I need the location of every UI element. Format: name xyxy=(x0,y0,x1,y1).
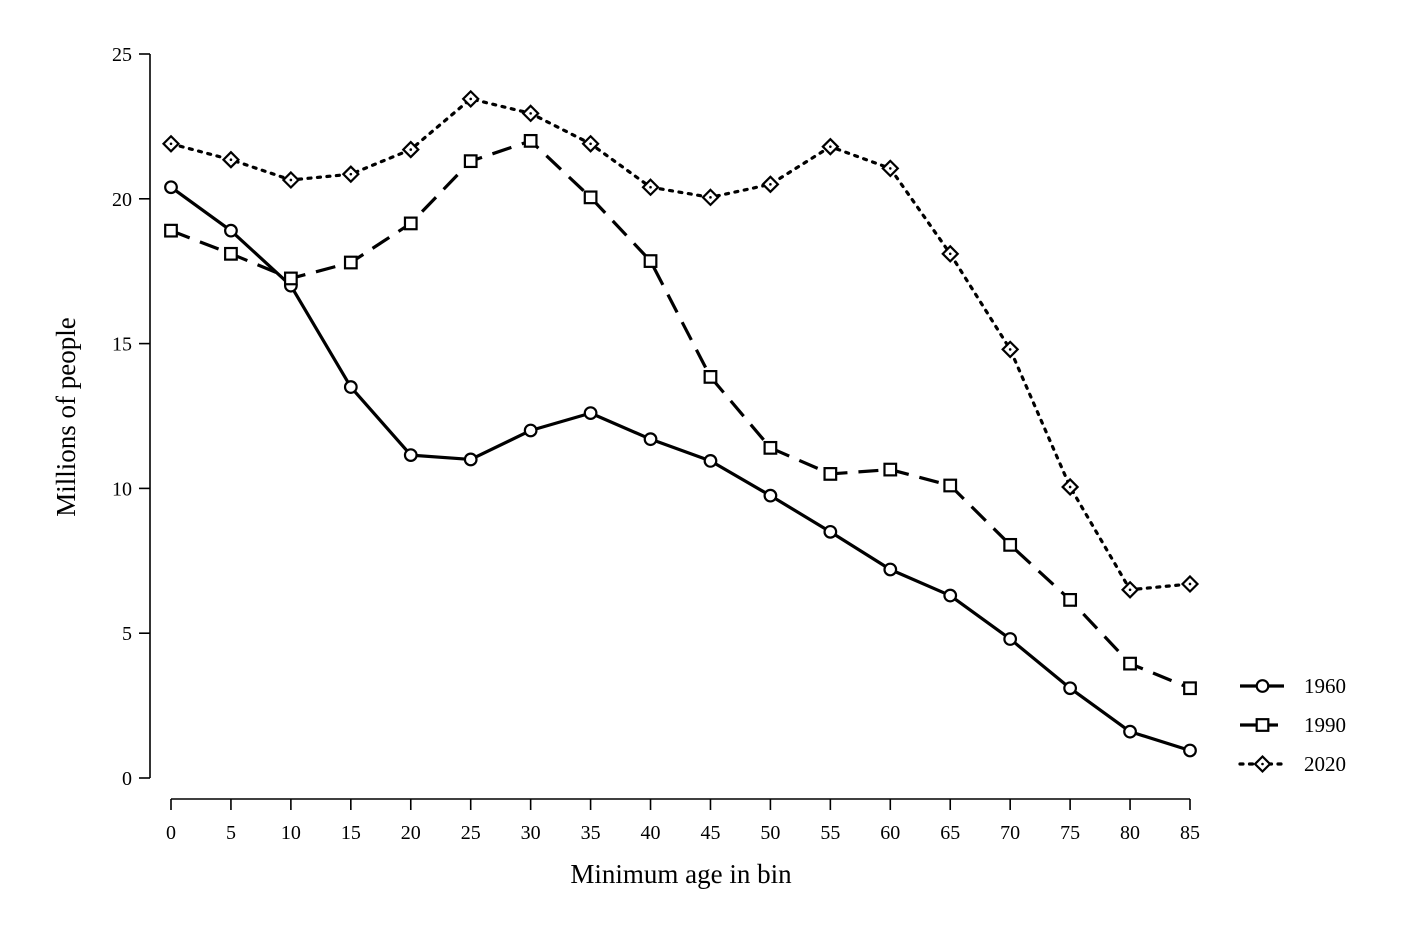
legend-label: 1960 xyxy=(1304,674,1346,698)
data-point-2020-center xyxy=(649,185,652,189)
series-line-1960 xyxy=(170,185,1191,753)
data-point-1990 xyxy=(164,223,178,238)
x-tick-label: 40 xyxy=(641,822,661,844)
x-tick-label: 55 xyxy=(820,822,840,844)
data-point-1960 xyxy=(523,423,538,438)
y-tick-label: 5 xyxy=(122,623,132,645)
data-point-2020-center xyxy=(1008,348,1012,351)
series-layer xyxy=(161,89,1200,758)
data-point-1990 xyxy=(463,154,478,169)
data-point-1990 xyxy=(583,190,598,205)
data-point-1960 xyxy=(1183,743,1197,758)
data-point-1990 xyxy=(523,133,538,148)
data-point-2020-center xyxy=(469,97,473,101)
x-axis: 0 5 10 15 20 25 30 35 40 45 50 55 60 65 70 75 80 85 xyxy=(166,798,1200,844)
data-point-1960 xyxy=(463,452,478,467)
data-point-1990 xyxy=(943,478,958,493)
x-tick-label: 75 xyxy=(1060,822,1080,844)
x-tick-label: 5 xyxy=(226,822,236,844)
y-axis-title: Millions of people xyxy=(51,317,81,516)
data-point-2020-center xyxy=(229,158,233,162)
x-tick-label: 10 xyxy=(281,822,301,844)
legend: 1960 1990 2020 xyxy=(1238,674,1346,776)
data-point-1960 xyxy=(164,180,178,195)
data-point-2020-center xyxy=(169,142,173,146)
legend-label: 1990 xyxy=(1304,713,1346,737)
y-tick-label: 20 xyxy=(112,189,132,211)
data-point-1990 xyxy=(283,271,298,286)
x-tick-label: 70 xyxy=(1000,822,1020,844)
data-point-1960 xyxy=(1123,724,1137,739)
x-axis-title: Minimum age in bin xyxy=(570,859,792,889)
series-line-2020 xyxy=(169,97,1192,592)
data-point-1960 xyxy=(343,380,358,394)
data-point-1990 xyxy=(1123,656,1137,671)
y-tick-label: 10 xyxy=(112,478,132,500)
x-tick-label: 30 xyxy=(521,822,541,844)
legend-marker xyxy=(1255,679,1270,693)
data-point-1960 xyxy=(1003,632,1018,646)
data-point-1960 xyxy=(643,432,658,447)
x-tick-label: 45 xyxy=(700,822,720,844)
data-point-2020-center xyxy=(709,196,712,199)
data-point-1990 xyxy=(763,440,778,455)
data-point-1960 xyxy=(703,453,718,468)
legend-label: 2020 xyxy=(1304,752,1346,776)
data-point-2020-center xyxy=(769,183,772,186)
data-point-2020-center xyxy=(1188,582,1192,586)
legend-item-1990: 1990 xyxy=(1240,713,1346,737)
data-point-1990 xyxy=(703,370,718,384)
data-point-1990 xyxy=(883,462,898,477)
data-point-1990 xyxy=(224,246,238,261)
data-point-2020-center xyxy=(529,112,532,115)
data-point-2020-center xyxy=(1128,588,1132,592)
data-point-1990 xyxy=(1063,592,1078,607)
data-point-2020-center xyxy=(888,167,892,170)
data-point-1990 xyxy=(1003,537,1018,552)
y-tick-label: 15 xyxy=(112,334,132,356)
data-point-2020-center xyxy=(948,252,952,256)
data-point-2020-center xyxy=(1068,485,1072,489)
data-point-1960 xyxy=(403,448,418,462)
data-point-1960 xyxy=(583,406,598,421)
x-tick-label: 80 xyxy=(1120,822,1140,844)
data-point-1960 xyxy=(1063,681,1078,696)
x-tick-label: 25 xyxy=(461,822,481,844)
data-point-1960 xyxy=(883,562,898,577)
series-2020 xyxy=(161,89,1200,599)
legend-marker-center xyxy=(1261,762,1264,766)
legend-item-2020: 2020 xyxy=(1238,752,1346,776)
data-point-1990 xyxy=(1183,681,1197,696)
data-point-1990 xyxy=(403,216,418,231)
x-tick-label: 50 xyxy=(760,822,780,844)
data-point-1960 xyxy=(943,588,958,603)
data-point-1990 xyxy=(823,467,838,481)
x-tick-label: 60 xyxy=(880,822,900,844)
data-point-1960 xyxy=(763,488,778,503)
y-tick-label: 25 xyxy=(112,44,132,66)
legend-item-1960: 1960 xyxy=(1240,674,1346,698)
data-point-2020-center xyxy=(349,172,353,176)
y-tick-label: 0 xyxy=(122,768,132,790)
x-tick-label: 35 xyxy=(581,822,601,844)
data-point-1960 xyxy=(224,223,238,238)
series-1990 xyxy=(164,133,1197,696)
data-point-1990 xyxy=(343,255,358,270)
series-line-1990 xyxy=(170,139,1191,690)
x-tick-label: 65 xyxy=(940,822,960,844)
series-1960 xyxy=(164,180,1197,758)
data-point-2020-center xyxy=(589,142,592,146)
data-point-1960 xyxy=(823,524,838,539)
data-point-1990 xyxy=(643,254,658,268)
x-tick-label: 20 xyxy=(401,822,421,844)
x-tick-label: 15 xyxy=(341,822,361,844)
data-point-2020-center xyxy=(409,148,413,151)
data-point-2020-center xyxy=(829,145,832,148)
legend-marker xyxy=(1255,718,1270,732)
x-tick-label: 85 xyxy=(1180,822,1200,844)
y-axis: 0 5 10 15 20 25 xyxy=(112,44,151,790)
x-tick-label: 0 xyxy=(166,822,176,844)
data-point-2020-center xyxy=(289,178,293,182)
